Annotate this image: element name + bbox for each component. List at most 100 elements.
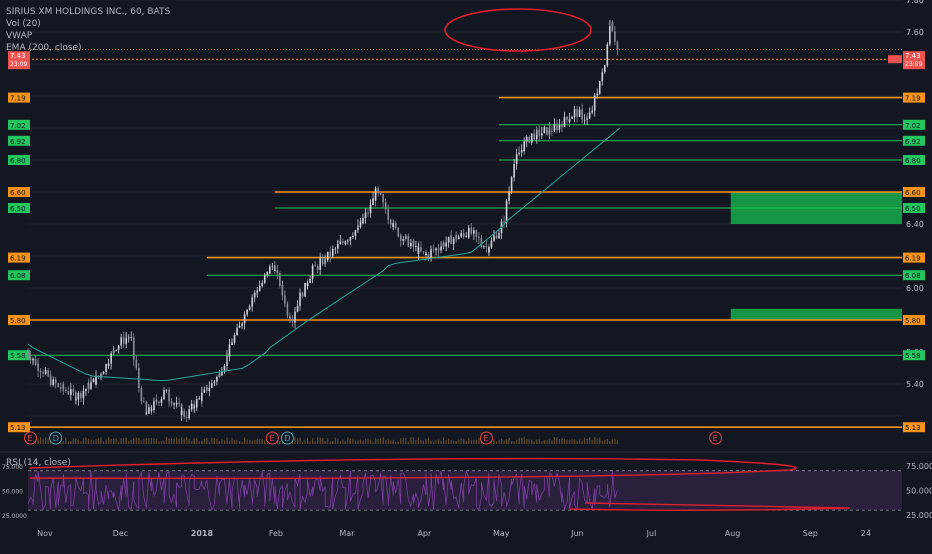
candle-body bbox=[233, 335, 236, 343]
candle-body bbox=[384, 202, 387, 210]
level-label-right: 6.08 bbox=[905, 272, 921, 280]
volume-bar bbox=[566, 439, 568, 444]
volume-bar bbox=[460, 438, 462, 444]
candle-body bbox=[115, 349, 117, 351]
candle-body bbox=[435, 248, 437, 251]
candle-body bbox=[82, 390, 85, 393]
candle-body bbox=[57, 384, 60, 388]
candle-body bbox=[616, 41, 619, 49]
volume-bar bbox=[75, 439, 77, 444]
candle-body bbox=[538, 129, 541, 136]
candle-body bbox=[548, 127, 551, 132]
volume-bar bbox=[417, 441, 420, 444]
annotation-circle bbox=[444, 8, 592, 52]
volume-bar bbox=[47, 438, 49, 444]
event-marker-letter: E bbox=[269, 434, 274, 443]
volume-bar bbox=[128, 440, 130, 444]
volume-bar bbox=[296, 438, 299, 444]
candle-body bbox=[609, 26, 611, 45]
candle-body bbox=[498, 233, 500, 239]
legend-title[interactable]: SIRIUS XM HOLDINGS INC., 60, BATS bbox=[6, 7, 171, 17]
legend-ema[interactable]: EMA (200, close) bbox=[6, 43, 82, 53]
candle-body bbox=[243, 314, 246, 316]
candle-body bbox=[236, 327, 238, 336]
volume-bar bbox=[299, 438, 301, 444]
volume-bar bbox=[493, 438, 495, 444]
volume-bar bbox=[473, 439, 475, 444]
level-badge-left bbox=[8, 315, 30, 325]
level-label-right: 5.13 bbox=[905, 424, 921, 432]
candle-body bbox=[304, 282, 306, 297]
rsi-legend[interactable]: RSI (14, close) bbox=[6, 458, 71, 468]
volume-bar bbox=[256, 438, 258, 444]
volume-bar bbox=[606, 439, 608, 444]
candle-body bbox=[122, 337, 125, 344]
volume-bar bbox=[377, 438, 379, 444]
candle-body bbox=[437, 249, 440, 251]
volume-bar bbox=[62, 441, 64, 444]
x-tick-label: Jun bbox=[570, 529, 584, 538]
candle-body bbox=[329, 251, 332, 257]
volume-bar bbox=[536, 439, 538, 444]
legend-vwap[interactable]: VWAP bbox=[6, 31, 33, 41]
volume-bar bbox=[241, 441, 243, 444]
volume-bar bbox=[82, 438, 85, 444]
event-marker bbox=[24, 431, 38, 445]
volume-bar bbox=[135, 437, 137, 444]
volume-bar bbox=[427, 437, 430, 444]
candle-body bbox=[132, 344, 135, 360]
candle-body bbox=[70, 389, 72, 395]
candle-body bbox=[591, 110, 593, 113]
candle-body bbox=[543, 127, 546, 129]
volume-bar bbox=[349, 439, 351, 444]
volume-bar bbox=[193, 438, 195, 444]
candle-body bbox=[525, 136, 528, 142]
candle-body bbox=[478, 236, 480, 239]
candle-body bbox=[450, 235, 452, 244]
volume-bar bbox=[138, 437, 140, 444]
candle-body bbox=[347, 240, 349, 242]
candle-body bbox=[500, 221, 503, 226]
level-label-left: 6.19 bbox=[10, 255, 26, 263]
volume-bar bbox=[39, 437, 42, 444]
candle-body bbox=[573, 109, 576, 112]
candle-body bbox=[200, 392, 203, 401]
volume-bar bbox=[208, 441, 210, 444]
candle-body bbox=[520, 150, 523, 153]
candle-body bbox=[92, 378, 95, 383]
volume-bar bbox=[324, 441, 326, 444]
level-label-left: 6.60 bbox=[10, 189, 26, 197]
volume-bar bbox=[67, 441, 69, 444]
volume-bar bbox=[178, 439, 180, 444]
volume-bar bbox=[309, 441, 311, 444]
volume-bar bbox=[546, 440, 548, 444]
volume-bar bbox=[246, 439, 248, 444]
candle-body bbox=[241, 323, 243, 326]
candle-body bbox=[357, 225, 359, 228]
candle-body bbox=[387, 216, 389, 220]
volume-bar bbox=[97, 438, 100, 444]
current-price-tag bbox=[888, 55, 902, 64]
rsi-tick-label-left: 50.000 bbox=[2, 488, 23, 495]
rsi-tick-label: 25.0000 bbox=[906, 511, 932, 520]
volume-bar bbox=[153, 438, 155, 444]
candle-body bbox=[354, 230, 357, 237]
legend-vol[interactable]: Vol (20) bbox=[6, 19, 41, 29]
volume-bar bbox=[579, 439, 581, 444]
candle-body bbox=[475, 230, 478, 233]
volume-bar bbox=[589, 437, 591, 444]
rsi-tick-label: 50.000 bbox=[906, 486, 932, 495]
candle-body bbox=[541, 133, 543, 136]
candle-body bbox=[125, 338, 128, 339]
volume-bar bbox=[581, 441, 583, 444]
volume-bar bbox=[352, 438, 354, 444]
volume-bar bbox=[249, 440, 251, 444]
candle-body bbox=[518, 152, 520, 155]
volume-bar bbox=[347, 437, 349, 444]
volume-bar bbox=[521, 438, 523, 444]
volume-bar bbox=[354, 440, 357, 444]
candle-body bbox=[480, 242, 483, 247]
candle-body bbox=[535, 129, 538, 131]
